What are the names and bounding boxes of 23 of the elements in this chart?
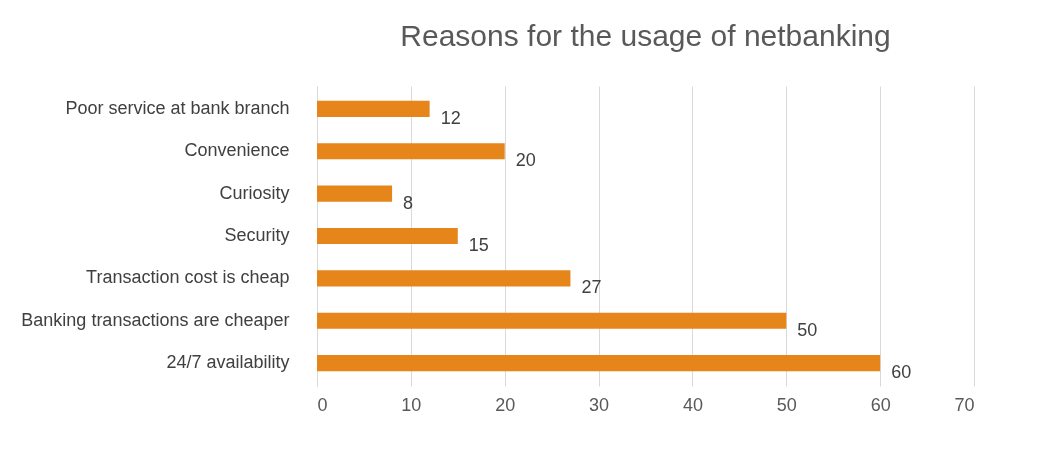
data-label: 8 bbox=[403, 192, 414, 213]
y-tick-label: Curiosity bbox=[219, 182, 290, 203]
y-tick-label: 24/7 availability bbox=[166, 352, 290, 373]
y-tick-label: Transaction cost is cheap bbox=[86, 267, 290, 288]
y-tick-label: Security bbox=[224, 225, 290, 245]
y-tick-label: Convenience bbox=[184, 140, 290, 161]
data-label: 20 bbox=[515, 150, 536, 171]
data-label: 15 bbox=[468, 235, 489, 255]
x-tick-label: 0 bbox=[317, 394, 328, 415]
x-tick-label: 20 bbox=[495, 394, 516, 415]
x-tick-label: 70 bbox=[954, 394, 975, 415]
data-label: 50 bbox=[797, 319, 818, 340]
x-tick-label: 50 bbox=[776, 394, 797, 415]
data-label: 60 bbox=[891, 362, 912, 383]
x-tick-label: 30 bbox=[589, 394, 610, 415]
data-label: 12 bbox=[440, 107, 461, 128]
x-tick-label: 40 bbox=[682, 394, 703, 415]
y-tick-label: Banking transactions are cheaper bbox=[21, 309, 290, 330]
chart-title: Reasons for the usage of netbanking bbox=[400, 19, 891, 52]
data-label: 27 bbox=[581, 277, 602, 298]
y-tick-label: Poor service at bank branch bbox=[65, 97, 290, 118]
x-tick-label: 10 bbox=[401, 394, 422, 415]
x-tick-label: 60 bbox=[870, 394, 891, 415]
